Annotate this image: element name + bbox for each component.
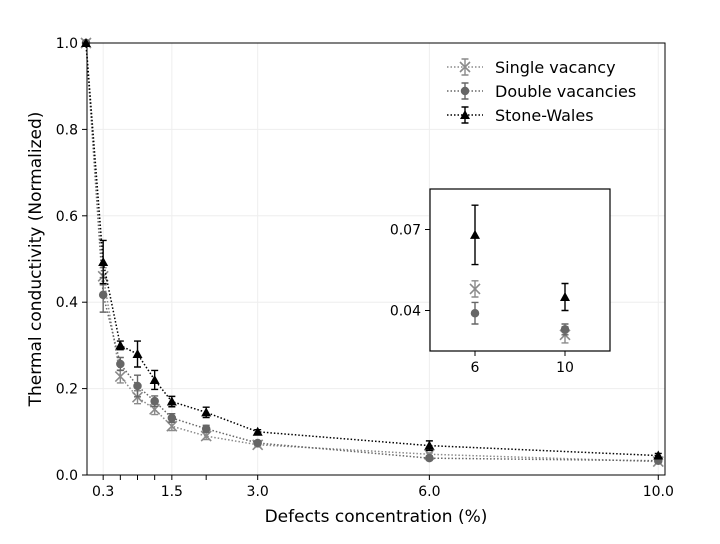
y-tick-label: 0.6 [56, 209, 78, 225]
circle-marker [133, 381, 142, 391]
triangle-marker [149, 374, 160, 384]
x-marker [114, 370, 126, 383]
circle-marker [460, 86, 470, 96]
inset-series-stone-wales [470, 204, 570, 312]
series-layer [80, 37, 664, 468]
inset-series-double-vacancies [470, 301, 570, 336]
x-tick-label: 10.0 [643, 484, 674, 500]
circle-marker [167, 413, 177, 423]
x-marker [469, 283, 481, 295]
y-tick-label: 0.2 [56, 382, 78, 398]
triangle-marker [115, 340, 126, 350]
x-marker [459, 61, 471, 73]
triangle-marker [98, 257, 109, 267]
triangle-marker [470, 229, 480, 239]
triangle-marker [252, 426, 263, 436]
triangle-marker [560, 292, 570, 301]
triangle-marker [132, 349, 143, 359]
triangle-marker [460, 110, 470, 119]
x-axis-label: Defects concentration (%) [265, 507, 488, 527]
x-tick-label: 6.0 [418, 484, 440, 500]
circle-marker [560, 325, 570, 334]
legend-label: Double vacancies [495, 82, 636, 101]
circle-marker [98, 290, 108, 300]
inset-y-tick-label: 0.04 [390, 304, 421, 320]
inset-frame [429, 188, 611, 352]
x-tick-label: 3.0 [247, 484, 269, 500]
circle-marker [253, 438, 262, 448]
y-tick-label: 0.4 [56, 295, 78, 311]
circle-marker [116, 359, 125, 369]
series-line [85, 42, 659, 463]
plot-frame [86, 42, 666, 476]
series-stone-wales [81, 38, 664, 460]
triangle-marker [166, 396, 177, 406]
inset-x-tick-label: 10 [556, 360, 574, 376]
series-line [85, 42, 659, 462]
circle-marker [470, 308, 480, 318]
legend: Single vacancy Double vacancies Stone-Wale… [447, 58, 636, 125]
triangle-marker [201, 407, 212, 417]
series-line [85, 42, 659, 457]
y-tick-label: 0.8 [56, 122, 78, 138]
x-tick-label: 1.5 [161, 484, 183, 500]
axis-ticks: 0.3 1.5 3.0 6.0 10.0 0.0 0.2 0.4 0.6 0.8 1.0 [56, 36, 674, 500]
circle-marker [150, 396, 159, 406]
y-tick-label: 0.0 [56, 468, 78, 484]
legend-label: Single vacancy [495, 58, 616, 77]
circle-marker [201, 424, 211, 434]
inset-x-tick-label: 6 [471, 360, 480, 376]
legend-label: Stone-Wales [495, 106, 594, 125]
inset-y-tick-label: 0.07 [390, 223, 421, 239]
triangle-marker [653, 450, 664, 460]
inset-chart: 6 10 0.04 0.07 [390, 188, 611, 376]
y-axis-label: Thermal conductivity (Normalized) [26, 112, 46, 408]
y-tick-label: 1.0 [56, 36, 78, 52]
circle-marker [425, 453, 434, 463]
triangle-marker [424, 440, 435, 450]
x-tick-label: 0.3 [92, 484, 114, 500]
